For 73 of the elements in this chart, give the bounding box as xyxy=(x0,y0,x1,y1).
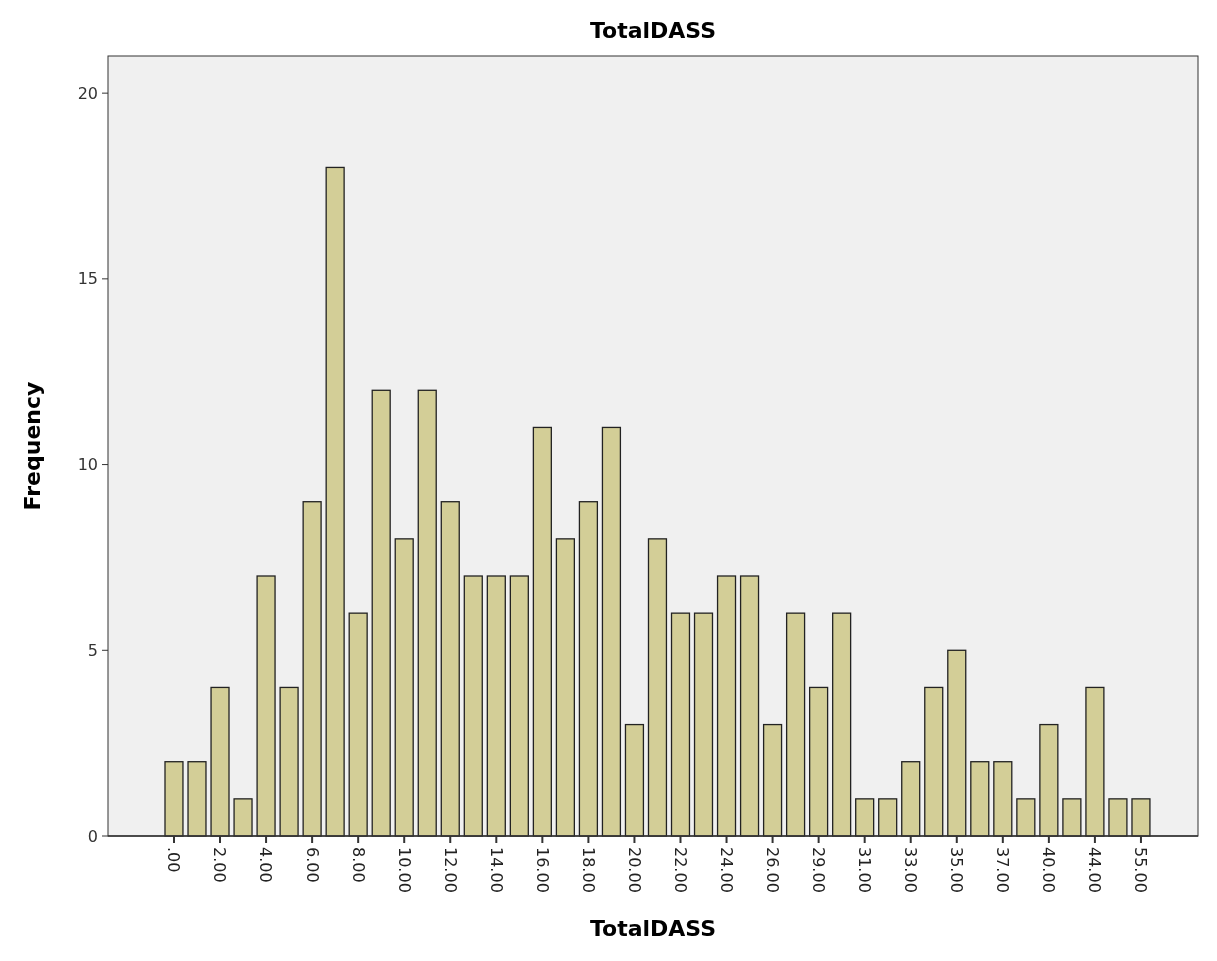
x-tick-label: 44.00 xyxy=(1085,847,1105,893)
x-tick-label: 24.00 xyxy=(716,847,736,893)
x-tick-label: 14.00 xyxy=(486,847,506,893)
bar xyxy=(233,798,253,837)
bar xyxy=(785,612,806,837)
bar xyxy=(371,389,391,837)
bar xyxy=(578,501,599,837)
bar xyxy=(970,761,990,837)
bar xyxy=(693,612,714,837)
bar xyxy=(164,761,184,837)
x-tick-label: 40.00 xyxy=(1039,847,1059,893)
bar xyxy=(716,575,737,837)
x-tick-label: 18.00 xyxy=(578,847,598,893)
x-tick-label: 29.00 xyxy=(809,847,829,893)
bar xyxy=(394,538,414,837)
x-tick-label: 31.00 xyxy=(855,847,875,893)
x-tick-label: 8.00 xyxy=(348,847,368,883)
x-tick-label: 12.00 xyxy=(440,847,460,893)
bar xyxy=(302,501,322,837)
x-axis-title: TotalDASS xyxy=(589,916,717,941)
bar xyxy=(348,612,368,837)
x-tick-label: 4.00 xyxy=(256,847,276,883)
y-tick-label: 15 xyxy=(77,269,98,289)
x-tick-label: 10.00 xyxy=(394,847,414,893)
bar xyxy=(279,686,299,837)
bar xyxy=(624,723,645,837)
bar xyxy=(463,575,483,837)
x-tick-label: .00 xyxy=(164,847,184,873)
y-tick-label: 10 xyxy=(77,455,98,475)
chart-title: TotalDASS xyxy=(589,18,717,43)
y-tick-label: 20 xyxy=(77,83,98,103)
bar xyxy=(601,426,622,837)
x-tick-label: 16.00 xyxy=(532,847,552,893)
x-tick-label: 22.00 xyxy=(670,847,690,893)
bar xyxy=(924,686,944,837)
bar xyxy=(1085,686,1105,837)
bar xyxy=(878,798,898,837)
bar xyxy=(1108,798,1128,837)
bar xyxy=(947,649,967,837)
bar xyxy=(993,761,1013,837)
x-tick-label: 20.00 xyxy=(624,847,644,893)
x-tick-label: 26.00 xyxy=(762,847,782,893)
bar xyxy=(210,686,230,837)
bar xyxy=(325,166,345,837)
bar xyxy=(739,575,760,837)
bar xyxy=(417,389,437,837)
bar xyxy=(647,538,668,837)
bar xyxy=(256,575,276,837)
bar xyxy=(1131,798,1151,837)
x-tick-label: 35.00 xyxy=(947,847,967,893)
x-tick-label: 33.00 xyxy=(901,847,921,893)
bar xyxy=(509,575,529,837)
bar xyxy=(855,798,875,837)
y-axis-title: Frequency xyxy=(20,381,45,511)
x-tick-label: 37.00 xyxy=(993,847,1013,893)
y-tick-label: 5 xyxy=(87,640,98,660)
bar xyxy=(532,426,552,837)
bar xyxy=(440,501,460,837)
x-tick-label: 55.00 xyxy=(1131,847,1151,893)
bar xyxy=(832,612,852,837)
x-tick-label: 2.00 xyxy=(210,847,230,883)
bar xyxy=(486,575,506,837)
bar xyxy=(901,761,921,837)
bar xyxy=(762,723,783,837)
bar xyxy=(809,686,829,837)
bar xyxy=(670,612,691,837)
bar xyxy=(1016,798,1036,837)
bar xyxy=(187,761,207,837)
y-tick-label: 0 xyxy=(87,826,98,846)
bar xyxy=(1062,798,1082,837)
bar xyxy=(1039,723,1059,837)
bar xyxy=(555,538,575,837)
x-tick-label: 6.00 xyxy=(302,847,322,883)
